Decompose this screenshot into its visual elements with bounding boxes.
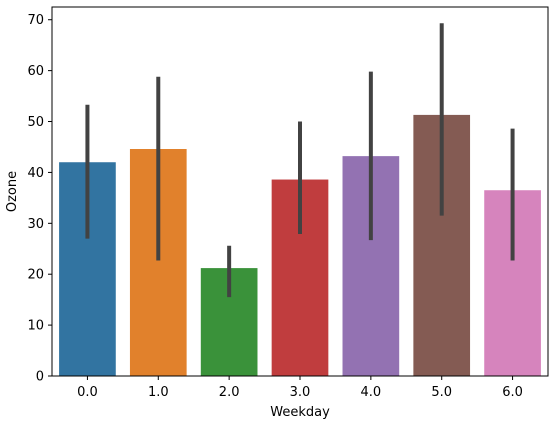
x-tick-label: 6.0 bbox=[502, 385, 523, 400]
y-tick-label: 70 bbox=[27, 13, 44, 28]
x-axis-ticks: 0.0 1.0 2.0 3.0 4.0 5.0 6.0 bbox=[77, 376, 523, 400]
x-axis-label: Weekday bbox=[270, 405, 330, 420]
x-tick-label: 3.0 bbox=[290, 385, 311, 400]
y-axis-label: Ozone bbox=[5, 171, 20, 212]
y-tick-label: 20 bbox=[27, 268, 44, 283]
y-tick-label: 10 bbox=[27, 319, 44, 334]
x-tick-label: 2.0 bbox=[219, 385, 240, 400]
error-bars-group bbox=[85, 23, 515, 298]
y-tick-label: 40 bbox=[27, 166, 44, 181]
y-tick-label: 0 bbox=[36, 370, 44, 385]
x-tick-label: 0.0 bbox=[77, 385, 98, 400]
y-axis-ticks: 0 10 20 30 40 50 60 70 bbox=[27, 13, 52, 385]
x-tick-label: 1.0 bbox=[148, 385, 169, 400]
y-tick-label: 50 bbox=[27, 115, 44, 130]
y-tick-label: 60 bbox=[27, 64, 44, 79]
x-tick-label: 4.0 bbox=[361, 385, 382, 400]
y-tick-label: 30 bbox=[27, 217, 44, 232]
x-tick-label: 5.0 bbox=[431, 385, 452, 400]
